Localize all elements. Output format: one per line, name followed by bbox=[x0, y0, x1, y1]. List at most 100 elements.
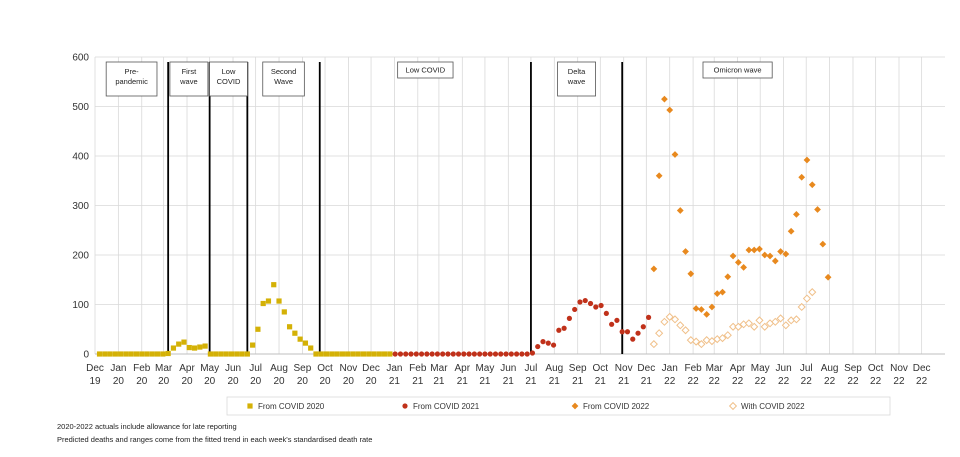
data-point bbox=[318, 351, 324, 357]
data-point bbox=[524, 351, 530, 357]
data-point bbox=[382, 351, 388, 357]
data-point bbox=[260, 300, 266, 307]
data-point bbox=[408, 351, 414, 357]
data-point bbox=[144, 351, 150, 357]
data-point bbox=[771, 257, 779, 265]
data-point bbox=[292, 330, 298, 336]
data-point bbox=[112, 351, 118, 357]
data-point bbox=[413, 351, 419, 357]
x-tick-label-month: Jun bbox=[225, 363, 241, 374]
x-tick-label-month: May bbox=[200, 363, 219, 374]
data-point bbox=[265, 298, 272, 304]
data-point bbox=[477, 351, 483, 357]
x-tick-label-year: 20 bbox=[365, 376, 377, 387]
data-point bbox=[572, 306, 578, 313]
x-tick-label-month: Jul bbox=[249, 363, 262, 374]
data-point bbox=[734, 322, 743, 331]
wave-label-text: Delta bbox=[568, 67, 586, 76]
x-tick-label-month: Dec bbox=[637, 363, 655, 374]
data-point bbox=[197, 344, 203, 350]
x-tick-label-month: Aug bbox=[270, 363, 288, 374]
data-point bbox=[697, 340, 706, 349]
data-point bbox=[466, 351, 472, 357]
wave-label-box: Pre-pandemic bbox=[105, 61, 158, 97]
data-point bbox=[655, 172, 663, 180]
x-tick-label-month: Jun bbox=[776, 363, 792, 374]
x-tick-label-year: 21 bbox=[503, 376, 515, 387]
data-point bbox=[213, 351, 219, 357]
data-point bbox=[397, 351, 404, 357]
x-tick-label-year: 22 bbox=[870, 376, 882, 387]
data-point bbox=[271, 282, 277, 288]
x-tick-label-year: 22 bbox=[801, 376, 813, 387]
data-point bbox=[392, 351, 398, 357]
data-point bbox=[96, 351, 103, 357]
data-point bbox=[787, 227, 795, 235]
data-point bbox=[329, 351, 335, 357]
x-tick-label-month: May bbox=[751, 363, 770, 374]
data-point bbox=[160, 351, 166, 357]
x-tick-label-year: 21 bbox=[412, 376, 424, 387]
data-point bbox=[107, 351, 113, 357]
data-point bbox=[492, 351, 499, 357]
x-tick-label-month: Oct bbox=[868, 363, 884, 374]
data-point bbox=[450, 351, 456, 357]
data-point bbox=[728, 322, 738, 331]
wave-label-text: pandemic bbox=[115, 77, 148, 86]
x-tick-label-month: Dec bbox=[362, 363, 380, 374]
x-tick-label-year: 21 bbox=[618, 376, 630, 387]
wave-label-text: First bbox=[182, 67, 197, 76]
x-tick-label-month: Feb bbox=[409, 363, 427, 374]
data-point bbox=[186, 344, 192, 351]
data-point bbox=[371, 351, 377, 357]
data-point bbox=[776, 314, 785, 323]
x-tick-label-year: 20 bbox=[250, 376, 262, 387]
x-tick-label-month: Nov bbox=[340, 363, 358, 374]
wave-annotations: Pre-pandemicFirstwaveLowCOVIDSecondWaveL… bbox=[105, 61, 773, 354]
data-point bbox=[323, 351, 330, 357]
x-tick-label-month: Aug bbox=[545, 363, 563, 374]
y-tick-label: 300 bbox=[72, 201, 89, 212]
data-point bbox=[645, 314, 652, 320]
data-point bbox=[118, 351, 124, 357]
data-point bbox=[824, 273, 832, 281]
x-tick-label-year: 20 bbox=[158, 376, 170, 387]
data-point bbox=[540, 339, 546, 345]
data-point bbox=[745, 246, 753, 254]
data-point bbox=[782, 250, 790, 258]
data-point bbox=[308, 345, 314, 351]
wave-label-text: Pre- bbox=[124, 67, 139, 76]
x-tick-label-year: 21 bbox=[641, 376, 653, 387]
x-tick-label-month: Mar bbox=[430, 363, 448, 374]
data-point bbox=[708, 303, 716, 311]
x-tick-label-month: Feb bbox=[133, 363, 151, 374]
x-tick-label-year: 21 bbox=[549, 376, 561, 387]
legend-entry: From COVID 2020 bbox=[247, 402, 325, 411]
data-point bbox=[687, 270, 695, 278]
x-tick-label-year: 20 bbox=[297, 376, 309, 387]
data-point bbox=[609, 321, 615, 327]
data-point bbox=[723, 331, 732, 340]
y-tick-label: 200 bbox=[72, 251, 89, 262]
data-point bbox=[170, 345, 177, 351]
x-tick-label-month: Oct bbox=[593, 363, 609, 374]
data-point bbox=[702, 336, 711, 345]
data-point bbox=[771, 317, 780, 326]
y-tick-label: 100 bbox=[72, 300, 89, 311]
x-tick-label-month: Jan bbox=[110, 363, 126, 374]
x-tick-label-month: Apr bbox=[179, 363, 195, 374]
data-point bbox=[750, 246, 758, 254]
data-point bbox=[302, 340, 309, 346]
data-point bbox=[649, 340, 658, 349]
data-point bbox=[692, 305, 700, 312]
data-point bbox=[766, 252, 774, 260]
x-tick-label-month: Dec bbox=[86, 363, 104, 374]
data-point bbox=[781, 321, 790, 330]
wave-label-text: Omicron wave bbox=[714, 66, 762, 75]
data-point bbox=[666, 106, 674, 114]
x-tick-label-year: 22 bbox=[916, 376, 928, 387]
x-tick-label-month: Apr bbox=[455, 363, 471, 374]
data-point bbox=[566, 315, 573, 321]
x-tick-label-month: Nov bbox=[615, 363, 633, 374]
x-tick-label-year: 21 bbox=[595, 376, 607, 387]
